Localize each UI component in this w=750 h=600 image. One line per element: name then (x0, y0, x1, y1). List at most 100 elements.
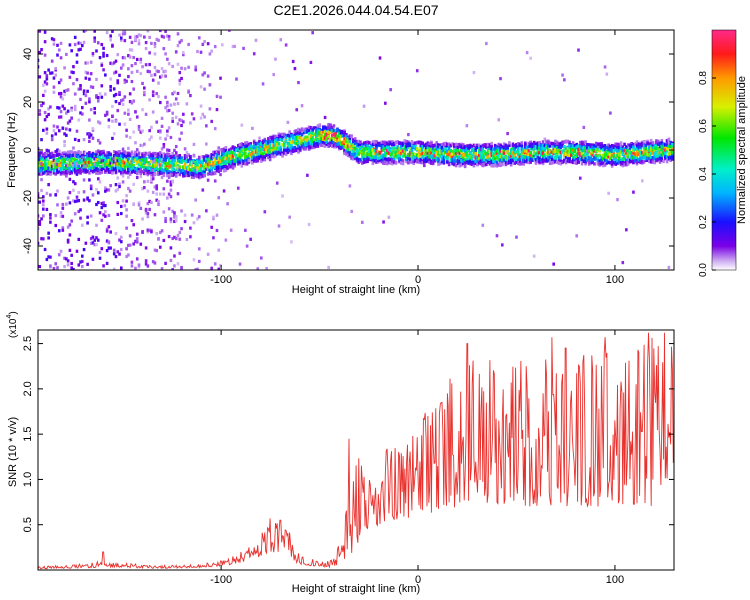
heat-cell-noise (79, 47, 82, 51)
heat-cell (415, 147, 419, 151)
heat-cell (311, 139, 314, 144)
heat-cell (492, 147, 495, 151)
heat-cell (330, 139, 334, 143)
heat-cell-noise (221, 43, 224, 47)
heat-cell (407, 161, 410, 165)
heat-cell (460, 153, 463, 158)
heat-cell (47, 166, 50, 170)
heat-cell-noise (575, 234, 579, 238)
heat-cell (231, 159, 235, 163)
heat-cell (297, 133, 300, 138)
heat-cell (158, 155, 162, 159)
heat-cell-noise (141, 108, 144, 112)
heat-cell-noise (196, 49, 199, 54)
heat-cell (433, 156, 437, 161)
heat-cell (382, 140, 385, 145)
heat-cell-noise (160, 175, 164, 180)
heat-cell (375, 144, 378, 148)
heat-cell (485, 151, 488, 156)
heat-cell-noise (116, 200, 120, 205)
heat-cell (121, 167, 125, 172)
heat-cell (309, 126, 313, 130)
heat-cell (244, 144, 247, 149)
heat-cell-noise (231, 44, 235, 49)
heat-cell (566, 146, 570, 151)
heat-cell (119, 158, 123, 163)
heat-cell (382, 155, 385, 159)
heat-cell-noise (127, 175, 130, 179)
heat-cell (538, 141, 541, 145)
heat-cell (504, 146, 508, 151)
heat-cell (96, 154, 100, 159)
heat-cell-noise (102, 159, 105, 163)
heat-cell-noise (153, 73, 157, 77)
heat-cell-noise (118, 91, 121, 95)
heat-cell-noise (72, 65, 75, 69)
heat-cell (240, 153, 244, 158)
heat-cell (469, 143, 472, 148)
heat-cell (345, 146, 348, 150)
heat-cell (201, 161, 205, 166)
heat-cell-noise (167, 175, 171, 179)
heat-cell (598, 162, 602, 166)
heat-cell (462, 143, 465, 147)
heat-cell (524, 149, 527, 153)
heat-cell-noise (49, 255, 52, 259)
heat-cell-noise (210, 266, 213, 270)
heat-cell-noise (603, 65, 607, 69)
heat-cell (66, 163, 70, 167)
heat-cell (272, 154, 275, 159)
heat-cell-noise (174, 219, 178, 223)
heat-cell (89, 154, 93, 158)
heat-cell (116, 153, 120, 158)
heat-cell (153, 151, 157, 156)
heat-cell (57, 157, 61, 161)
heat-cell-noise (178, 251, 182, 255)
heat-cell (57, 163, 61, 168)
heat-cell (190, 175, 194, 179)
heat-cell-noise (86, 89, 89, 93)
heat-cell-noise (135, 115, 139, 119)
heat-cell (401, 154, 405, 158)
heat-cell-noise (61, 151, 65, 155)
heat-cell-noise (166, 196, 169, 200)
heat-cell (389, 156, 392, 160)
heat-cell-noise (88, 97, 91, 101)
heat-cell (423, 160, 426, 164)
heat-cell-noise (52, 128, 56, 133)
heat-cell-noise (98, 56, 102, 60)
heat-cell (368, 157, 371, 162)
heat-cell (302, 146, 306, 150)
heat-cell-noise (73, 154, 77, 158)
heat-cell-noise (153, 185, 157, 189)
heat-cell-noise (174, 237, 178, 241)
heat-cell (474, 156, 478, 160)
heat-cell-noise (213, 127, 217, 131)
heat-cell-noise (146, 69, 150, 73)
heat-cell (194, 164, 198, 168)
heat-cell-noise (143, 169, 146, 173)
heat-cell-noise (215, 107, 219, 112)
heat-cell (320, 140, 323, 144)
heat-cell (146, 161, 150, 165)
heat-cell (238, 149, 242, 154)
heat-cell-noise (130, 160, 134, 164)
heat-cell-noise (190, 161, 194, 165)
heat-cell-noise (54, 193, 58, 197)
heat-cell (73, 158, 77, 162)
heat-cell (440, 157, 444, 161)
heat-cell-noise (43, 156, 47, 160)
heat-cell (242, 146, 245, 150)
heat-cell-noise (119, 240, 123, 244)
heat-cell (281, 137, 284, 141)
heat-cell (146, 152, 150, 156)
heat-cell (391, 159, 394, 163)
heat-cell (141, 162, 144, 166)
heat-cell (212, 171, 215, 175)
heat-cell (423, 158, 426, 162)
heat-cell-noise (118, 101, 121, 106)
heat-cell-noise (123, 78, 127, 82)
heat-cell (531, 158, 534, 163)
heat-cell (82, 163, 86, 168)
heat-cell (167, 157, 171, 162)
